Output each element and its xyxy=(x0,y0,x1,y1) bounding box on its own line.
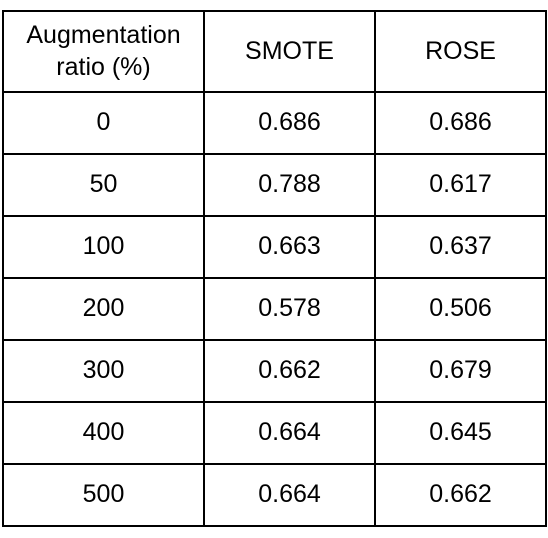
table-cell: 0.679 xyxy=(374,339,547,403)
table-row: 500 0.664 0.662 xyxy=(2,463,547,527)
results-table: Augmentation ratio (%) SMOTE ROSE 0 0.686 0.6… xyxy=(2,10,547,527)
table-cell: 0 xyxy=(2,91,205,155)
table-cell: 0.788 xyxy=(203,153,376,217)
table-cell: 0.506 xyxy=(374,277,547,341)
table-cell: 0.686 xyxy=(374,91,547,155)
table-cell: 0.686 xyxy=(203,91,376,155)
table-cell: 0.664 xyxy=(203,401,376,465)
table-cell: 0.662 xyxy=(203,339,376,403)
table-cell: 0.662 xyxy=(374,463,547,527)
table-cell: 0.617 xyxy=(374,153,547,217)
table-row: 100 0.663 0.637 xyxy=(2,215,547,279)
table-cell: 500 xyxy=(2,463,205,527)
table-row: 200 0.578 0.506 xyxy=(2,277,547,341)
table-cell: 400 xyxy=(2,401,205,465)
header-row: Augmentation ratio (%) SMOTE ROSE xyxy=(2,10,547,93)
table-cell: 50 xyxy=(2,153,205,217)
header-cell: Augmentation ratio (%) xyxy=(2,10,205,93)
header-cell: ROSE xyxy=(374,10,547,93)
table-row: 0 0.686 0.686 xyxy=(2,91,547,155)
table-row: 50 0.788 0.617 xyxy=(2,153,547,217)
table-cell: 0.663 xyxy=(203,215,376,279)
table-cell: 200 xyxy=(2,277,205,341)
table-body: Augmentation ratio (%) SMOTE ROSE 0 0.686 0.6… xyxy=(2,10,547,527)
table-cell: 0.637 xyxy=(374,215,547,279)
table-cell: 0.664 xyxy=(203,463,376,527)
table-cell: 100 xyxy=(2,215,205,279)
table-cell: 300 xyxy=(2,339,205,403)
table-cell: 0.578 xyxy=(203,277,376,341)
table-cell: 0.645 xyxy=(374,401,547,465)
table-row: 400 0.664 0.645 xyxy=(2,401,547,465)
table-row: 300 0.662 0.679 xyxy=(2,339,547,403)
header-cell: SMOTE xyxy=(203,10,376,93)
